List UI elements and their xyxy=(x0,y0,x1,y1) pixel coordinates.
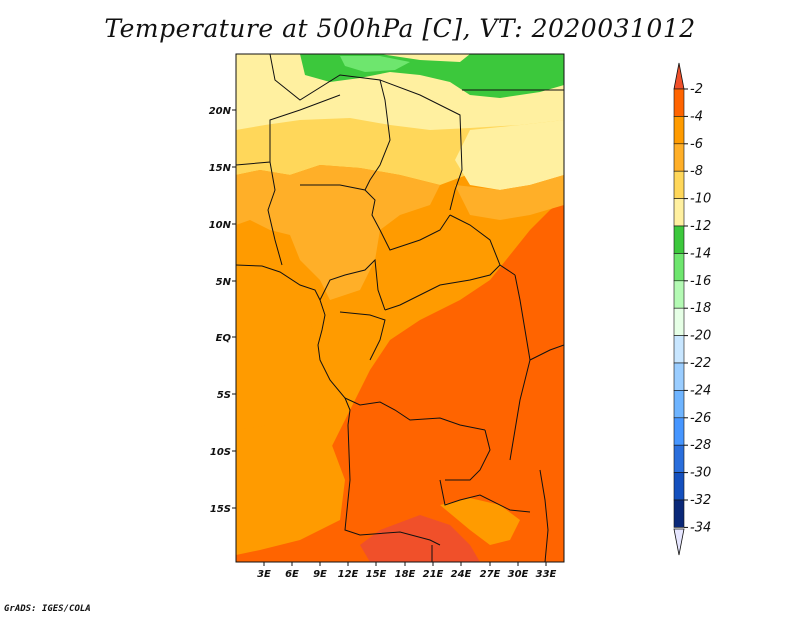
lat-tick-20N: 20N xyxy=(209,106,232,117)
country-borders xyxy=(236,54,564,562)
border-uganda-kenya xyxy=(529,344,564,361)
lon-tick-3E: 3E xyxy=(257,569,271,580)
colorbar-label: -2 xyxy=(690,82,703,97)
colorbar-label: -14 xyxy=(690,246,711,261)
field-band-minus14 xyxy=(340,56,410,72)
colorbar-label: -18 xyxy=(690,301,711,316)
grads-credit: GrADS: IGES/COLA xyxy=(4,604,91,614)
colorbar-cell xyxy=(673,307,685,336)
border-chad-car xyxy=(379,214,451,251)
border-benin-nigeria xyxy=(267,161,283,266)
lon-tick-15E: 15E xyxy=(366,569,387,580)
colorbar-label: -20 xyxy=(690,329,711,344)
colorbar-cell xyxy=(673,417,685,446)
colorbar-label: -22 xyxy=(690,356,711,371)
lon-tick-6E: 6E xyxy=(285,569,299,580)
field-ne-minus10 xyxy=(455,120,564,190)
field-se-minus6 xyxy=(440,498,520,545)
colorbar-label: -34 xyxy=(690,520,711,535)
colorbar-cell xyxy=(673,225,685,254)
map-title: Temperature at 500hPa [C], VT: 202003101… xyxy=(104,14,696,43)
border-nigeria-niger xyxy=(300,184,381,231)
lon-tick-21E: 21E xyxy=(423,569,444,580)
border-drc-angola xyxy=(344,397,486,431)
coastline-west xyxy=(236,264,351,426)
lon-tick-12E: 12E xyxy=(338,569,359,580)
lon-axis: 3E 6E 9E 12E 15E 18E 21E 24E 27E 30E 33E xyxy=(257,562,557,580)
colorbar-label: -10 xyxy=(690,192,711,207)
colorbar-cell xyxy=(673,335,685,364)
border-zambia xyxy=(439,479,531,513)
colorbar-cell xyxy=(673,253,685,282)
lat-axis: 20N 15N 10N 5N EQ 5S 10S 15S xyxy=(209,106,236,515)
colorbar-label: -4 xyxy=(690,109,703,124)
border-drc-zambia xyxy=(445,429,491,481)
border-cameroon-car xyxy=(319,258,386,311)
colorbar-cell xyxy=(673,499,685,528)
colorbar-cell xyxy=(673,362,685,391)
colorbar-cell xyxy=(673,143,685,172)
lat-tick-15S: 15S xyxy=(210,504,231,515)
field-band-minus2 xyxy=(360,515,480,562)
colorbar-cell xyxy=(673,390,685,419)
lon-tick-18E: 18E xyxy=(395,569,416,580)
colorbar-label: -12 xyxy=(690,219,711,234)
colorbar: -2 -4 -6 -8 -10 -12 -14 -16 -18 -20 -22 -24 -26 -28 -3… xyxy=(673,62,711,556)
colorbar-label: -26 xyxy=(690,411,711,426)
colorbar-cell xyxy=(673,280,685,309)
border-angola-namibia xyxy=(344,424,441,546)
colorbar-cell xyxy=(673,444,685,473)
field-band-minus8b xyxy=(236,165,440,300)
colorbar-label: -24 xyxy=(690,383,711,398)
colorbar-top-arrow xyxy=(673,62,685,90)
border-mozambique xyxy=(539,469,549,562)
colorbar-cell xyxy=(673,198,685,227)
lat-tick-15N: 15N xyxy=(209,163,232,174)
temperature-field xyxy=(236,54,564,562)
lat-tick-5S: 5S xyxy=(217,390,231,401)
colorbar-label: -32 xyxy=(690,493,711,508)
lon-tick-24E: 24E xyxy=(451,569,472,580)
border-chad-libya xyxy=(379,79,463,211)
colorbar-label: -16 xyxy=(690,274,711,289)
border-niger-algeria xyxy=(269,54,391,191)
border-sudan-ssudan xyxy=(449,214,516,276)
lon-tick-9E: 9E xyxy=(313,569,327,580)
lat-tick-5N: 5N xyxy=(216,277,232,288)
colorbar-label: -6 xyxy=(690,137,703,152)
colorbar-cell xyxy=(673,170,685,199)
lat-tick-10S: 10S xyxy=(210,447,231,458)
colorbar-cell xyxy=(673,472,685,501)
border-gabon-congo xyxy=(339,311,386,361)
lat-tick-10N: 10N xyxy=(209,220,232,231)
colorbar-cell xyxy=(673,116,685,145)
field-sw-minus6 xyxy=(236,420,345,555)
colorbar-cell xyxy=(673,88,685,117)
lon-tick-33E: 33E xyxy=(536,569,557,580)
colorbar-label: -30 xyxy=(690,466,711,481)
lon-tick-27E: 27E xyxy=(480,569,501,580)
colorbar-label: -8 xyxy=(690,164,703,179)
lon-tick-30E: 30E xyxy=(508,569,529,580)
colorbar-label: -28 xyxy=(690,438,711,453)
lat-tick-EQ: EQ xyxy=(216,333,232,344)
map-frame xyxy=(235,53,565,563)
field-ne-minus8 xyxy=(455,175,564,220)
border-car-drc xyxy=(384,264,501,311)
border-mali-niger xyxy=(236,94,341,166)
colorbar-bottom-arrow xyxy=(673,528,685,556)
